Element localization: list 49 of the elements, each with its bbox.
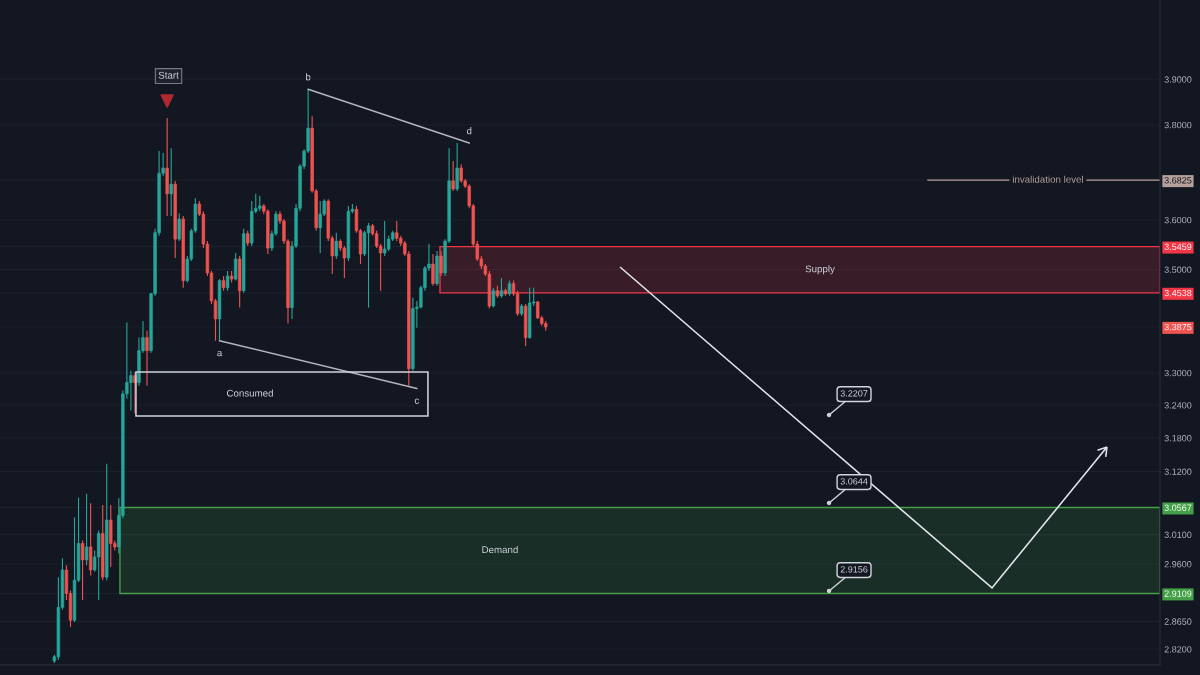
candlestick: [451, 160, 455, 192]
y-tick-label: 2.8650: [1164, 618, 1192, 625]
ref-line-label: invalidation level: [1012, 175, 1083, 183]
y-tick-label: 3.5459: [1164, 243, 1192, 250]
data-label: c: [414, 398, 420, 404]
y-tick-label: 3.4538: [1164, 289, 1192, 297]
candlestick: [431, 253, 435, 287]
y-tick-label: 3.5000: [1164, 266, 1192, 273]
band-label: Supply: [805, 265, 835, 275]
candlestick: [439, 250, 443, 277]
candlestick: [395, 220, 399, 242]
candlestick: [382, 220, 387, 257]
data-label: Start: [158, 71, 179, 79]
annotation: 3.2207: [840, 390, 868, 397]
candlestick: [499, 277, 504, 299]
candlestick: [80, 539, 85, 601]
y-tick-label: 2.8200: [1164, 646, 1192, 653]
y-tick-label: 2.9600: [1164, 561, 1192, 568]
y-tick-label: 3.1200: [1164, 468, 1192, 475]
y-tick-label: 3.0100: [1164, 531, 1192, 538]
annotation: Consumed: [226, 389, 273, 397]
data-label: b: [306, 73, 311, 81]
candlestick: [88, 502, 93, 576]
band-label: Demand: [482, 545, 518, 554]
candlestick: [334, 232, 338, 260]
y-tick-label: 3.9000: [1164, 76, 1192, 83]
candlestick: [97, 529, 101, 601]
y-tick-label: 3.2400: [1164, 402, 1192, 409]
y-tick-label: 3.3875: [1164, 323, 1192, 331]
data-label: a: [217, 350, 223, 357]
y-tick-label: 3.8000: [1164, 121, 1192, 129]
y-tick-label: 3.1800: [1164, 435, 1192, 442]
candlestick: [366, 222, 371, 309]
annotation: 2.9156: [840, 566, 868, 573]
candlestick: [318, 200, 322, 254]
data-label: d: [466, 127, 472, 135]
candlestick: [455, 142, 459, 192]
candlestick: [459, 163, 463, 184]
y-tick-label: 3.3000: [1164, 369, 1192, 377]
y-tick-label: 3.6000: [1164, 216, 1192, 224]
candlestick: [109, 504, 113, 568]
y-tick-label: 3.0567: [1164, 504, 1192, 511]
annotation: 3.0644: [840, 478, 868, 485]
candlestick: [169, 147, 173, 217]
candlestick: [177, 212, 181, 242]
y-tick-label: 3.6825: [1164, 177, 1192, 184]
candlestick: [145, 330, 149, 387]
y-tick-label: 2.9109: [1164, 590, 1192, 597]
candlestick: [84, 493, 89, 566]
